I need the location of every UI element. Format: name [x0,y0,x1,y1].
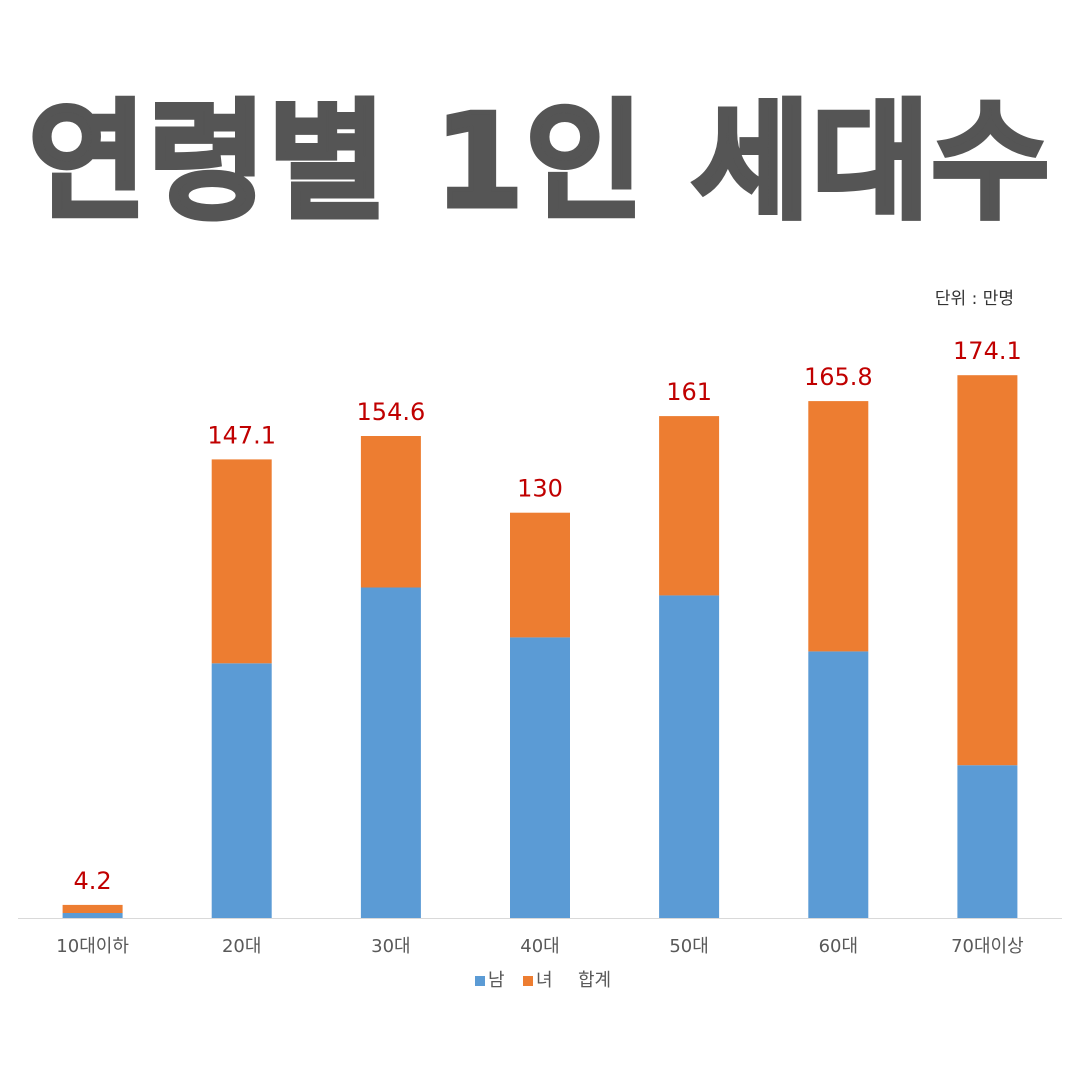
x-tick-label: 60대 [819,936,858,957]
chart-title: 연령별 1인 세대수 [26,86,1052,240]
bar-male-6 [957,765,1018,918]
bar-female-6 [957,375,1018,766]
legend-swatch-female [523,976,533,986]
bar-male-1 [211,663,272,918]
x-tick-label: 10대이하 [56,936,129,957]
total-data-label: 154.6 [357,398,426,426]
bar-male-2 [360,587,421,918]
bar-male-3 [510,637,570,918]
total-data-label: 174.1 [953,337,1022,365]
legend: 남 녀 합계 [475,970,611,991]
x-tick-labels: 10대이하 20대 30대 40대 50대 60대 70대이상 [56,936,1023,957]
legend-label-total: 합계 [578,970,611,991]
total-data-label: 4.2 [74,867,112,895]
x-tick-label: 20대 [222,936,261,957]
bar-female-4 [659,416,720,596]
total-data-label: 147.1 [207,421,276,449]
total-data-label: 130 [517,475,563,503]
x-tick-label: 30대 [371,936,410,957]
x-tick-label: 40대 [520,936,559,957]
bar-group [62,375,1018,918]
total-labels: 4.2 147.1 154.6 130 161 165.8 174.1 [74,337,1022,895]
bar-female-5 [808,401,869,652]
x-tick-label: 70대이상 [951,936,1024,957]
total-data-label: 161 [666,378,712,406]
x-tick-label: 50대 [669,936,708,957]
bar-female-2 [360,436,421,588]
bar-female-1 [211,459,272,664]
unit-label: 단위 : 만명 [934,289,1014,309]
legend-label-female: 녀 [536,970,553,991]
bar-female-3 [510,512,570,638]
bar-female-0 [62,904,123,913]
bar-male-5 [808,651,869,918]
legend-swatch-male [475,976,485,986]
bar-male-4 [659,595,720,918]
bar-male-0 [62,913,123,918]
total-data-label: 165.8 [804,363,873,391]
legend-label-male: 남 [488,970,505,991]
